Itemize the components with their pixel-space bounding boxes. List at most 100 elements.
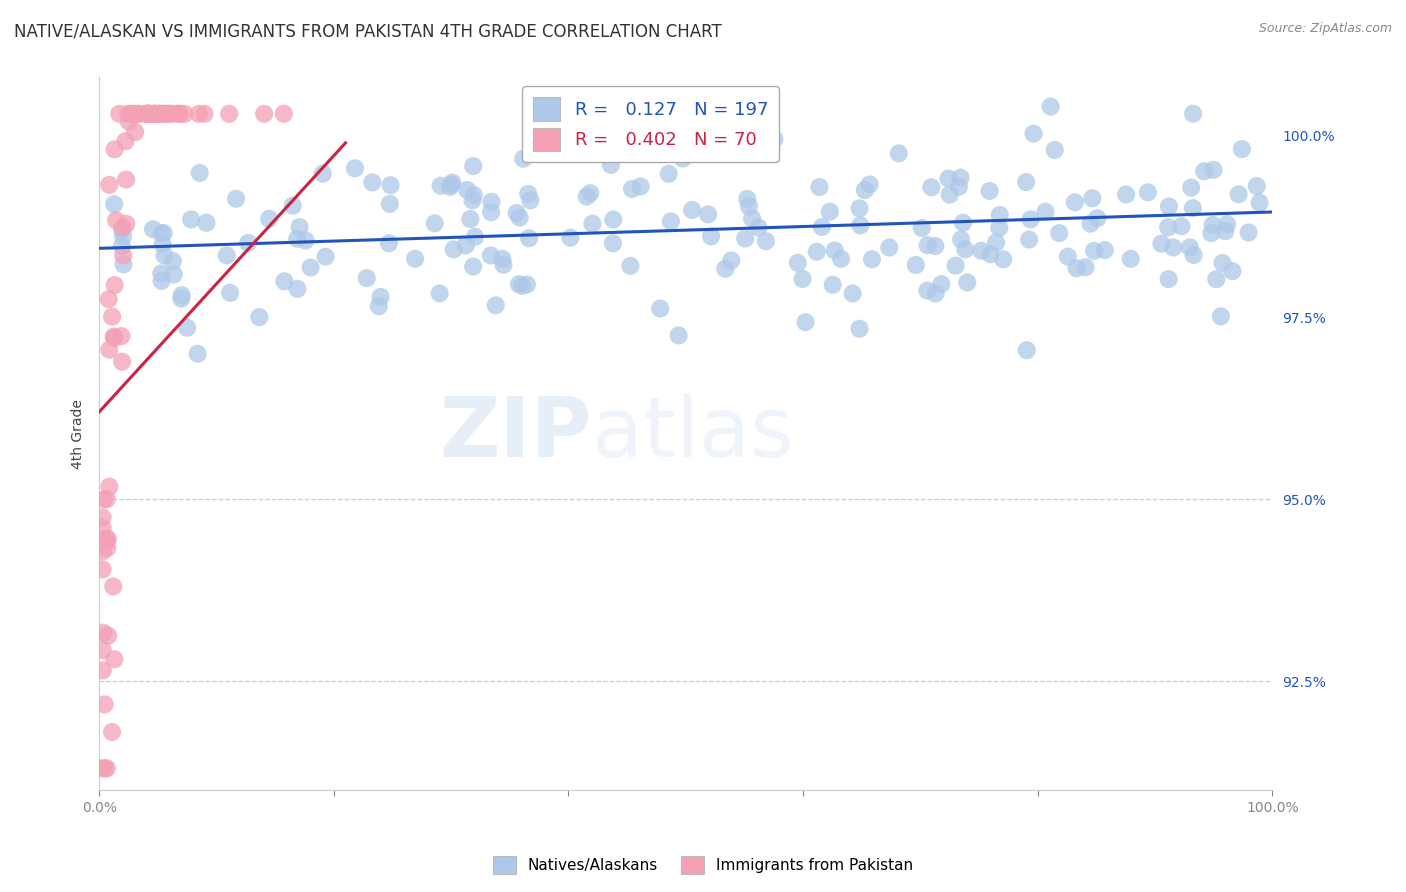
Point xyxy=(763,132,786,146)
Point xyxy=(463,159,485,173)
Point xyxy=(1180,180,1202,194)
Point xyxy=(1080,217,1102,231)
Point xyxy=(621,182,644,196)
Point xyxy=(830,252,852,266)
Point xyxy=(367,299,389,313)
Point xyxy=(257,211,280,226)
Point xyxy=(294,234,316,248)
Point xyxy=(463,260,485,274)
Point xyxy=(122,107,145,121)
Point xyxy=(195,216,218,230)
Point xyxy=(288,220,311,235)
Point xyxy=(138,107,160,121)
Point xyxy=(581,139,603,153)
Point xyxy=(157,107,180,121)
Point xyxy=(1237,226,1260,240)
Point xyxy=(93,492,115,507)
Point xyxy=(1182,106,1205,120)
Point xyxy=(91,562,114,576)
Point xyxy=(917,238,939,252)
Point xyxy=(370,290,392,304)
Point xyxy=(139,107,162,121)
Point xyxy=(115,217,138,231)
Point xyxy=(287,282,309,296)
Point xyxy=(1047,226,1070,240)
Point xyxy=(103,331,125,345)
Point xyxy=(149,107,172,121)
Point xyxy=(105,213,128,227)
Point xyxy=(575,189,598,203)
Point xyxy=(91,544,114,558)
Point xyxy=(378,236,401,251)
Point xyxy=(581,217,603,231)
Point xyxy=(672,152,695,166)
Point xyxy=(630,179,652,194)
Point xyxy=(879,240,901,254)
Point xyxy=(91,521,114,535)
Point xyxy=(734,231,756,245)
Point xyxy=(96,761,118,775)
Point xyxy=(808,180,831,194)
Point xyxy=(1157,272,1180,286)
Point xyxy=(811,219,834,234)
Point xyxy=(1216,217,1239,231)
Point xyxy=(96,534,118,549)
Point xyxy=(136,107,159,121)
Point xyxy=(848,202,870,216)
Point xyxy=(824,244,846,258)
Point xyxy=(225,192,247,206)
Point xyxy=(853,183,876,197)
Point xyxy=(101,310,124,324)
Point xyxy=(143,107,166,121)
Point xyxy=(110,329,132,343)
Point xyxy=(281,199,304,213)
Point xyxy=(152,237,174,252)
Point xyxy=(136,107,159,121)
Point xyxy=(519,194,541,208)
Point xyxy=(142,107,165,121)
Point xyxy=(1056,250,1078,264)
Point xyxy=(738,199,761,213)
Point xyxy=(273,274,295,288)
Point xyxy=(1205,272,1227,286)
Point xyxy=(91,643,114,657)
Point xyxy=(904,258,927,272)
Point xyxy=(91,761,114,775)
Point xyxy=(479,205,502,219)
Point xyxy=(127,107,149,121)
Point xyxy=(111,239,134,253)
Point xyxy=(741,211,763,226)
Point xyxy=(970,244,993,258)
Point xyxy=(124,125,146,139)
Point xyxy=(1136,186,1159,200)
Point xyxy=(917,284,939,298)
Point xyxy=(114,134,136,148)
Point xyxy=(1246,179,1268,194)
Point xyxy=(860,252,883,267)
Point xyxy=(1211,256,1233,270)
Point xyxy=(193,107,215,121)
Point xyxy=(1018,233,1040,247)
Point xyxy=(579,186,602,200)
Point xyxy=(273,107,295,121)
Point xyxy=(1039,99,1062,113)
Point xyxy=(148,107,170,121)
Point xyxy=(517,231,540,245)
Point xyxy=(142,222,165,236)
Point xyxy=(560,231,582,245)
Point xyxy=(443,243,465,257)
Point xyxy=(460,212,482,227)
Point xyxy=(1094,243,1116,257)
Point xyxy=(668,328,690,343)
Point xyxy=(509,211,531,225)
Point xyxy=(117,107,139,121)
Point xyxy=(700,229,723,244)
Point xyxy=(747,220,769,235)
Point xyxy=(600,158,623,172)
Point xyxy=(485,298,508,312)
Point xyxy=(659,214,682,228)
Point xyxy=(98,480,121,494)
Point xyxy=(188,166,211,180)
Point xyxy=(94,532,117,546)
Point xyxy=(111,354,134,368)
